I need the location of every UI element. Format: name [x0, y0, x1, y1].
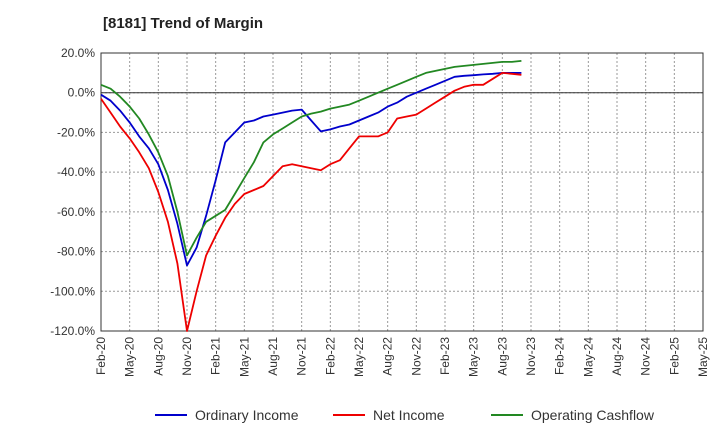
series-line-operating-cashflow [100, 60, 522, 257]
y-tick-label: -60.0% [57, 205, 95, 219]
x-tick-label: Feb-21 [209, 337, 223, 375]
series-line-net-income [100, 72, 522, 332]
plot-area-frame [100, 52, 704, 332]
series-line-ordinary-income [100, 72, 522, 267]
legend-label: Ordinary Income [195, 407, 299, 423]
x-tick-label: Aug-22 [381, 337, 395, 376]
y-tick-label: -20.0% [57, 125, 95, 139]
y-axis: 20.0% 0.0% -20.0% -40.0% -60.0% -80.0% -100.0%… [50, 46, 95, 338]
x-tick-label: Feb-20 [94, 337, 108, 375]
x-tick-label: May-23 [467, 337, 481, 377]
y-tick-label: -100.0% [50, 284, 95, 298]
x-tick-label: Nov-21 [295, 337, 309, 376]
x-tick-label: Aug-24 [610, 337, 624, 376]
x-tick-label: Nov-24 [639, 337, 653, 376]
x-tick-label: Feb-25 [667, 337, 681, 375]
chart-title: [8181] Trend of Margin [103, 15, 264, 32]
x-tick-label: Feb-24 [553, 337, 567, 375]
x-tick-label: May-25 [696, 337, 710, 377]
y-tick-label: -120.0% [50, 324, 95, 338]
legend-label: Net Income [373, 407, 445, 423]
x-tick-label: Aug-21 [266, 337, 280, 376]
y-tick-label: 20.0% [61, 46, 95, 60]
x-tick-label: Feb-23 [438, 337, 452, 375]
x-tick-label: May-21 [237, 337, 251, 377]
x-tick-label: Nov-23 [524, 337, 538, 376]
x-tick-label: Nov-22 [409, 337, 423, 376]
y-tick-label: -40.0% [57, 165, 95, 179]
legend: Ordinary Income Net Income Operating Cashf… [155, 407, 655, 423]
x-tick-label: Aug-20 [151, 337, 165, 376]
grid-lines [100, 52, 704, 332]
x-tick-label: May-20 [123, 337, 137, 377]
x-tick-label: Aug-23 [495, 337, 509, 376]
x-tick-label: Feb-22 [323, 337, 337, 375]
x-tick-label: May-24 [581, 337, 595, 377]
y-tick-label: 0.0% [68, 86, 96, 100]
series-lines [100, 60, 522, 332]
y-tick-label: -80.0% [57, 245, 95, 259]
x-tick-label: May-22 [352, 337, 366, 377]
legend-label: Operating Cashflow [531, 407, 655, 423]
x-tick-label: Nov-20 [180, 337, 194, 376]
x-axis: Feb-20 May-20 Aug-20 Nov-20 Feb-21 May-21 Aug-… [94, 337, 710, 377]
